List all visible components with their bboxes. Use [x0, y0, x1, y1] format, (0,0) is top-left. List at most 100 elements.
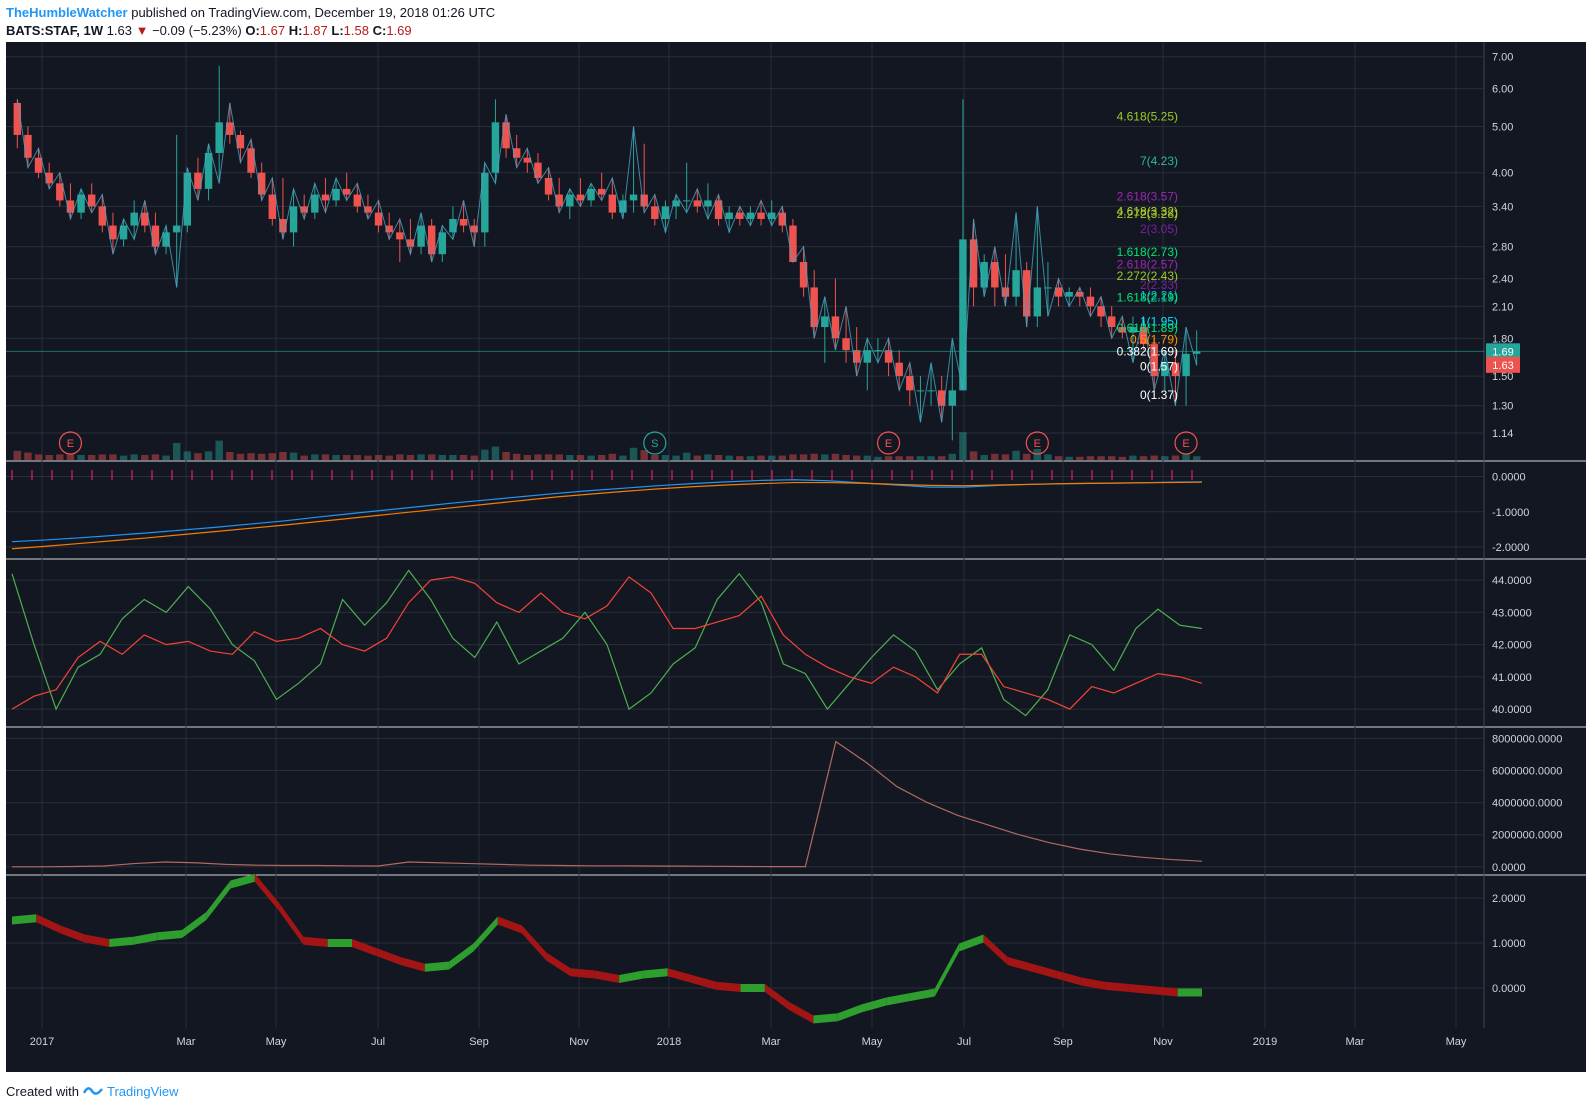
- volume-bar: [544, 454, 553, 460]
- volume-bar: [162, 455, 170, 460]
- volume-bar: [789, 454, 797, 460]
- candle-body: [427, 225, 436, 255]
- candle-body: [257, 172, 266, 195]
- volume-bar: [757, 455, 765, 460]
- candle-body: [162, 232, 170, 247]
- volume-bar: [587, 455, 595, 460]
- ribbon-segment: [497, 916, 522, 934]
- event-badge-icon: [1174, 431, 1198, 455]
- time-axis-label: Nov: [569, 1036, 589, 1048]
- candle-body: [236, 134, 245, 149]
- time-axis-label: Jul: [371, 1036, 385, 1048]
- fib-level-label: 2.272(3.28): [1117, 207, 1178, 221]
- candle-body: [576, 194, 585, 201]
- volume-bar: [842, 455, 850, 460]
- volume-bar: [948, 453, 957, 460]
- indicator-axis-label: 1.0000: [1492, 938, 1526, 950]
- candle-body: [98, 206, 107, 226]
- candle-body: [1161, 362, 1169, 377]
- time-axis-label: May: [1446, 1036, 1467, 1048]
- volume-bar: [481, 449, 489, 460]
- candle-body: [597, 188, 606, 195]
- ribbon-segment: [764, 983, 790, 1011]
- ribbon-segment: [813, 1013, 838, 1024]
- candle-body: [523, 157, 532, 163]
- ribbon-segment: [692, 974, 717, 990]
- ribbon-segment: [934, 943, 960, 997]
- volume-bar: [821, 454, 829, 460]
- candle-body: [470, 225, 478, 233]
- ribbon-segment: [449, 943, 474, 970]
- candle-body: [77, 194, 85, 213]
- ribbon-segment: [376, 947, 401, 966]
- time-axis-label: Sep: [469, 1036, 489, 1048]
- tradingview-brand[interactable]: TradingView: [106, 1083, 179, 1099]
- candle-body: [141, 212, 149, 226]
- price-axis-label: 2.80: [1492, 242, 1513, 254]
- candle-body: [789, 225, 797, 263]
- chart-canvas[interactable]: 2017 Mar May Jul Sep Nov 2018 Mar May Jul Sep Nov 20…: [6, 42, 1586, 1072]
- volume-bar: [300, 455, 308, 460]
- volume-bar: [651, 455, 659, 460]
- candle-body: [799, 262, 808, 288]
- volume-bar: [863, 455, 872, 460]
- fib-level-label: 0.618(1.89): [1117, 321, 1178, 335]
- ribbon-segment: [667, 968, 692, 984]
- ribbon-segment: [60, 925, 85, 943]
- indicator-axis-label: 0.0000: [1492, 862, 1526, 874]
- volume-bar: [884, 456, 893, 460]
- volume-bar: [874, 456, 882, 460]
- volume-bar: [959, 432, 967, 460]
- volume-bar: [852, 455, 861, 460]
- candle-body: [34, 157, 43, 173]
- candle-body: [194, 172, 202, 189]
- open-label: O:: [245, 23, 260, 38]
- time-axis-label: 2018: [657, 1036, 681, 1048]
- fib-level-label: 0(1.57): [1140, 360, 1178, 374]
- candle-body: [884, 350, 893, 363]
- volume-bar: [895, 456, 903, 460]
- fib-level-label: 1(1.95): [1140, 315, 1178, 329]
- candle-body: [778, 212, 787, 226]
- candle-body: [693, 200, 702, 207]
- tradingview-logo-icon[interactable]: [82, 1083, 103, 1100]
- ribbon-segment: [594, 970, 620, 984]
- candle-body: [991, 262, 999, 288]
- candle-body: [1012, 270, 1020, 297]
- price-axis-label: 2.40: [1492, 274, 1513, 286]
- volume-bar: [406, 455, 415, 460]
- candle-body: [1076, 292, 1084, 297]
- volume-bar: [1150, 455, 1158, 460]
- candle-body: [831, 316, 840, 339]
- volume-bar: [1171, 455, 1180, 460]
- ribbon-segment: [910, 988, 935, 1002]
- volume-bar: [172, 443, 181, 460]
- high-value: 1.87: [302, 23, 328, 38]
- volume-bar: [204, 451, 213, 460]
- volume-bar: [906, 456, 914, 460]
- volume-bar: [778, 455, 787, 460]
- time-axis-label: Nov: [1153, 1036, 1173, 1048]
- ribbon-segment: [1129, 983, 1154, 995]
- volume-bar: [257, 453, 266, 460]
- published-text: published on TradingView.com, December 1…: [131, 5, 496, 20]
- volume-bar: [916, 456, 925, 460]
- ribbon-segment: [789, 1001, 814, 1024]
- ribbon-segment: [109, 936, 134, 948]
- price-axis-label: 4.00: [1492, 168, 1513, 180]
- candle-body: [321, 194, 330, 201]
- fib-level-label: 2.618(3.57): [1117, 189, 1178, 203]
- indicator-axis-label: 0.0000: [1492, 983, 1526, 995]
- time-axis-label: May: [862, 1036, 883, 1048]
- price-axis-label: 6.00: [1492, 84, 1513, 96]
- candle-body: [332, 188, 340, 201]
- price-axis-label: 1.50: [1492, 371, 1513, 383]
- fib-level-label: 2(2.33): [1140, 278, 1178, 292]
- candle-body: [916, 390, 925, 392]
- candle-body: [438, 232, 447, 255]
- author-link[interactable]: TheHumbleWatcher: [6, 5, 128, 20]
- chart-svg[interactable]: 2017 Mar May Jul Sep Nov 2018 Mar May Jul Sep Nov 20…: [6, 42, 1586, 1072]
- candle-body: [353, 194, 362, 207]
- symbol-label[interactable]: BATS:STAF, 1W: [6, 23, 104, 38]
- price-label-badge: [1486, 343, 1520, 360]
